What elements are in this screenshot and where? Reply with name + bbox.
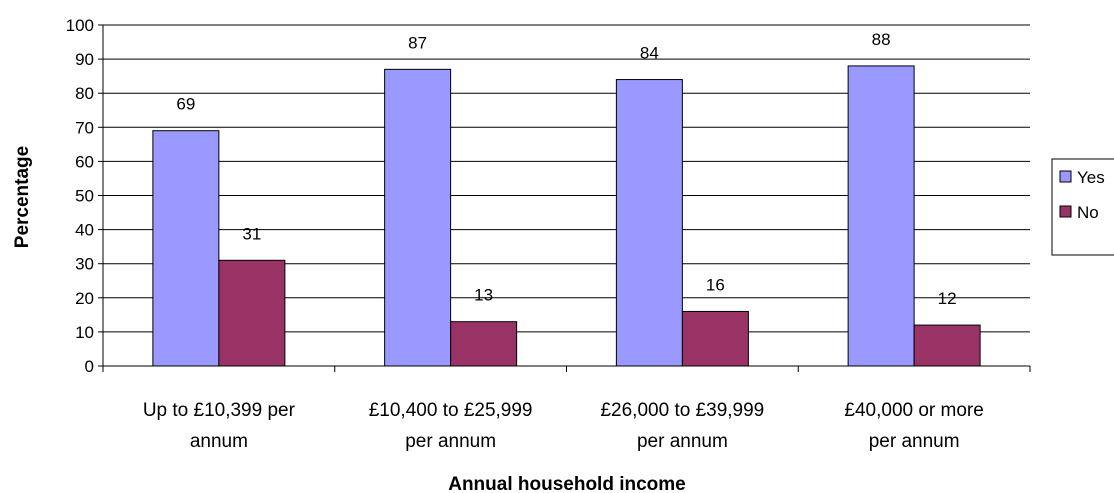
- x-axis-ticks: Up to £10,399 per annum £10,400 to £25,999…: [102, 366, 1031, 452]
- data-label: 12: [938, 289, 957, 308]
- legend-swatch-no: [1059, 205, 1072, 218]
- data-label: 84: [640, 44, 659, 63]
- data-label: 88: [872, 30, 891, 49]
- y-axis-ticks: 0 10 20 30 40 50 60 70 80 90 100: [66, 16, 103, 376]
- data-label: 16: [706, 275, 725, 294]
- data-label: 31: [242, 224, 261, 243]
- y-tick-label: 30: [75, 255, 94, 274]
- y-tick-label: 100: [66, 16, 94, 35]
- y-tick-label: 50: [75, 187, 94, 206]
- x-axis-title: Annual household income: [448, 474, 686, 493]
- x-tick-label: annum: [190, 431, 248, 452]
- x-tick-label: per annum: [869, 431, 960, 452]
- y-tick-label: 90: [75, 50, 94, 69]
- bar-no-4: [913, 324, 981, 367]
- y-tick-label: 10: [75, 323, 94, 342]
- bars: [152, 65, 981, 367]
- y-tick-label: 40: [75, 221, 94, 240]
- bar-no-1: [218, 259, 286, 367]
- data-label: 13: [474, 286, 493, 305]
- bar-yes-4: [847, 65, 915, 367]
- y-tick-label: 0: [85, 357, 94, 376]
- x-tick-label: Up to £10,399 per: [143, 400, 296, 421]
- bar-no-3: [681, 310, 749, 367]
- x-tick-label: per annum: [637, 431, 728, 452]
- legend-label-no: No: [1077, 203, 1099, 222]
- legend: Yes No: [1051, 158, 1114, 256]
- legend-label-yes: Yes: [1077, 168, 1105, 187]
- bar-yes-1: [152, 130, 220, 367]
- y-tick-label: 80: [75, 84, 94, 103]
- data-labels: 69 31 87 13 84 16 88 12: [176, 30, 956, 308]
- data-label: 69: [176, 95, 195, 114]
- data-label: 87: [408, 33, 427, 52]
- y-tick-label: 70: [75, 118, 94, 137]
- x-tick-label: per annum: [405, 431, 496, 452]
- x-tick-label: £26,000 to £39,999: [600, 400, 764, 421]
- x-tick-label: £10,400 to £25,999: [369, 400, 533, 421]
- bar-yes-2: [384, 68, 452, 367]
- y-axis-title: Percentage: [12, 146, 33, 248]
- x-tick-label: £40,000 or more: [844, 400, 983, 421]
- y-tick-label: 20: [75, 289, 94, 308]
- y-tick-label: 60: [75, 152, 94, 171]
- bar-yes-3: [615, 79, 683, 367]
- bar-no-2: [450, 321, 518, 367]
- legend-swatch-yes: [1059, 170, 1072, 183]
